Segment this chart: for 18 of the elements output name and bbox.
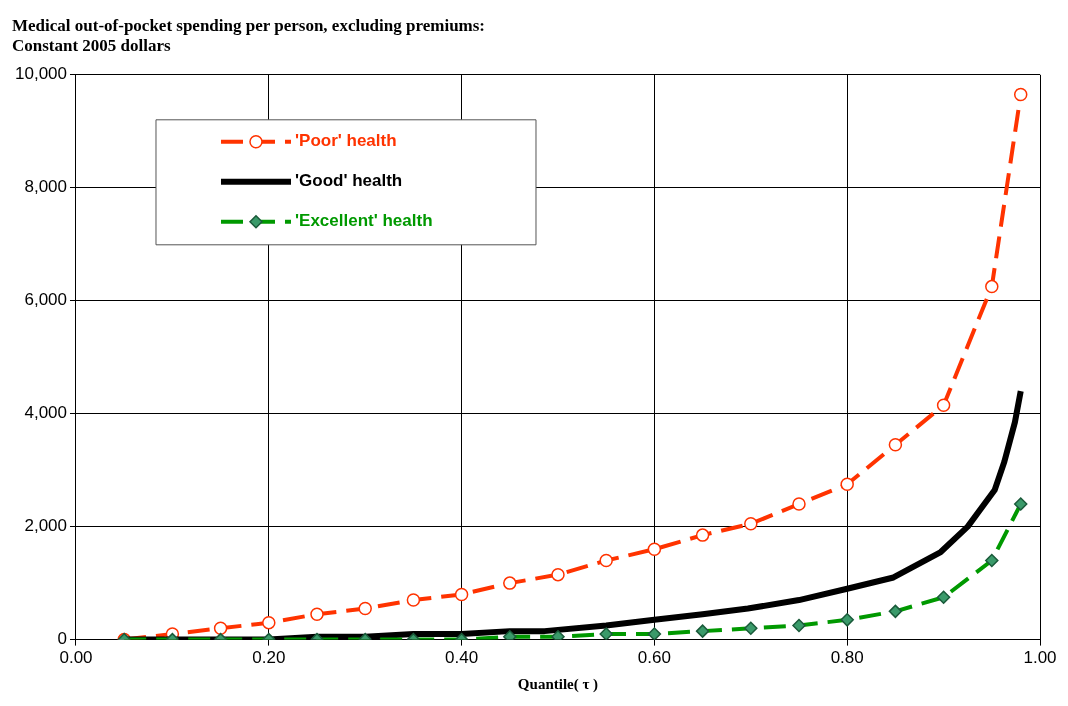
x-tick-label: 0.20: [252, 648, 286, 668]
y-tick-label: 6,000: [24, 290, 67, 310]
chart-title: Medical out-of-pocket spending per person, excluding premiums:: [12, 15, 486, 35]
x-tick-label: 0.60: [637, 648, 671, 668]
y-tick-label: 0: [57, 629, 67, 649]
y-tick-label: 4,000: [24, 403, 67, 423]
x-tick-label: 0.00: [59, 648, 93, 668]
chart-subtitle: Constant 2005 dollars: [12, 35, 172, 55]
legend-label: 'Good' health: [295, 171, 403, 191]
x-axis-title: Quantile( τ ): [517, 675, 599, 693]
y-tick-label: 2,000: [24, 516, 67, 536]
legend-label: 'Poor' health: [295, 131, 397, 151]
y-tick-label: 10,000: [15, 64, 67, 84]
legend-label: 'Excellent' health: [295, 211, 433, 231]
x-tick-label: 0.40: [445, 648, 479, 668]
x-tick-label: 1.00: [1023, 648, 1057, 668]
y-tick-label: 8,000: [24, 177, 67, 197]
x-tick-label: 0.80: [830, 648, 864, 668]
